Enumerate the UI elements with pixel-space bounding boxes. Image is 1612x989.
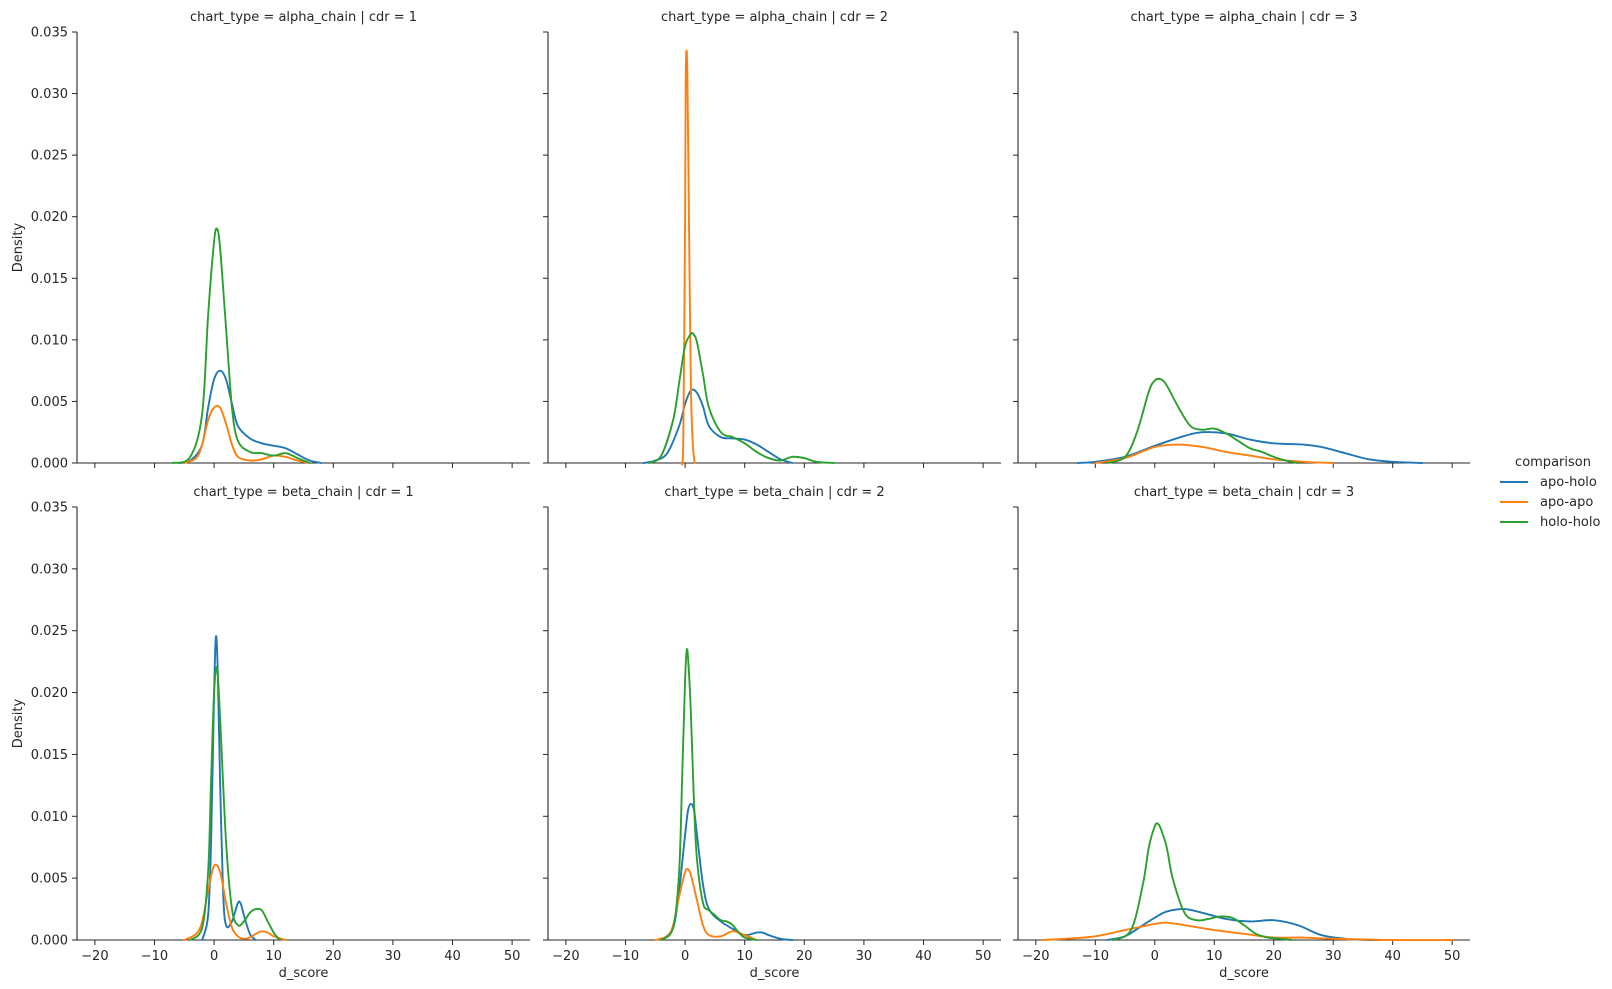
y-tick-label: 0.025 (31, 149, 68, 164)
density-line-apo-apo (654, 867, 758, 941)
x-tick-label: 50 (1444, 949, 1461, 964)
y-tick-label: 0.015 (31, 272, 68, 287)
y-tick-label: 0.025 (31, 624, 68, 639)
y-tick-label: 0.030 (31, 562, 68, 577)
x-tick-label: −10 (141, 949, 168, 964)
density-line-apo-holo (642, 388, 794, 464)
panel-title: chart_type = alpha_chain | cdr = 3 (1130, 10, 1357, 25)
density-line-holo-holo (1112, 822, 1293, 941)
x-tick-label: 40 (1384, 949, 1401, 964)
x-tick-label: −10 (612, 949, 639, 964)
y-tick-label: 0.020 (31, 686, 68, 701)
x-tick-label: 40 (915, 949, 932, 964)
y-tick-label: 0.005 (31, 872, 68, 887)
x-tick-label: 0 (681, 949, 689, 964)
panel-title: chart_type = alpha_chain | cdr = 1 (190, 10, 417, 25)
density-line-apo-apo (1040, 921, 1454, 942)
x-axis-label: d_score (750, 966, 800, 981)
density-line-holo-holo (660, 648, 758, 941)
y-tick-label: 0.015 (31, 748, 68, 763)
x-tick-label: 40 (444, 949, 461, 964)
y-axis-label: Density (11, 698, 26, 748)
y-tick-label: 0.030 (31, 87, 68, 102)
panel-title: chart_type = alpha_chain | cdr = 2 (661, 10, 888, 25)
x-tick-label: 30 (385, 949, 402, 964)
y-tick-label: 0.000 (31, 934, 68, 949)
x-tick-label: 30 (1325, 949, 1342, 964)
y-tick-label: 0.000 (31, 457, 68, 472)
density-line-apo-holo (660, 802, 794, 941)
y-axis-label: Density (11, 222, 26, 272)
x-tick-label: 20 (1265, 949, 1282, 964)
x-tick-label: 30 (856, 949, 873, 964)
x-tick-label: −20 (1022, 949, 1049, 964)
density-line-apo-apo (680, 49, 696, 466)
density-line-holo-holo (189, 665, 281, 941)
x-axis-label: d_score (1219, 966, 1269, 981)
x-axis-label: d_score (279, 966, 329, 981)
density-line-apo-holo (1076, 431, 1424, 464)
density-line-holo-holo (171, 227, 311, 464)
x-tick-label: 0 (1151, 949, 1159, 964)
density-line-apo-apo (183, 404, 311, 464)
x-tick-label: 10 (265, 949, 282, 964)
x-tick-label: 50 (975, 949, 992, 964)
x-tick-label: 20 (796, 949, 813, 964)
x-tick-label: 0 (210, 949, 218, 964)
y-tick-label: 0.010 (31, 810, 68, 825)
legend-label-apo-apo: apo-apo (1540, 495, 1593, 510)
y-tick-label: 0.010 (31, 333, 68, 348)
x-tick-label: 50 (504, 949, 521, 964)
legend-title: comparison (1515, 455, 1591, 470)
x-tick-label: −20 (552, 949, 579, 964)
panel-title: chart_type = beta_chain | cdr = 3 (1134, 485, 1354, 500)
x-tick-label: 10 (1206, 949, 1223, 964)
density-line-holo-holo (648, 331, 836, 464)
y-tick-label: 0.035 (31, 501, 68, 516)
y-tick-label: 0.035 (31, 26, 68, 41)
x-tick-label: 20 (325, 949, 342, 964)
x-tick-label: 10 (736, 949, 753, 964)
x-tick-label: −10 (1082, 949, 1109, 964)
panel-title: chart_type = beta_chain | cdr = 2 (664, 485, 884, 500)
legend-label-apo-holo: apo-holo (1540, 475, 1597, 490)
legend-label-holo-holo: holo-holo (1540, 515, 1600, 530)
x-tick-label: −20 (81, 949, 108, 964)
density-line-apo-holo (201, 635, 257, 941)
y-tick-label: 0.020 (31, 210, 68, 225)
density-line-holo-holo (1106, 377, 1299, 464)
panel-title: chart_type = beta_chain | cdr = 1 (193, 485, 413, 500)
y-tick-label: 0.005 (31, 395, 68, 410)
